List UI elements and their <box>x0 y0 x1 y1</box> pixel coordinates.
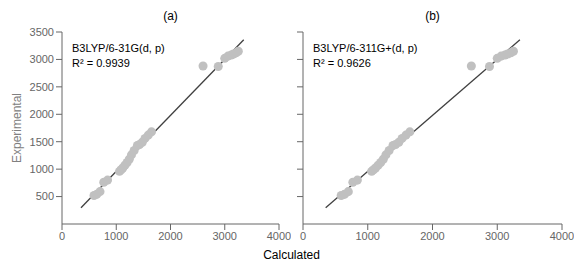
svg-text:2000: 2000 <box>158 230 182 242</box>
svg-text:0: 0 <box>59 230 65 242</box>
svg-text:3500: 3500 <box>30 26 54 38</box>
svg-text:2000: 2000 <box>420 230 444 242</box>
html-text:(b): (b) <box>425 9 440 23</box>
svg-text:4000: 4000 <box>267 230 291 242</box>
svg-text:4000: 4000 <box>550 230 574 242</box>
html-text:R² = 0.9626: R² = 0.9626 <box>313 57 371 69</box>
html-text:B3LYP/6-31G(d, p): B3LYP/6-31G(d, p) <box>72 42 165 54</box>
svg-text:2500: 2500 <box>30 81 54 93</box>
svg-text:1000: 1000 <box>30 163 54 175</box>
svg-text:Experimental: Experimental <box>10 93 24 163</box>
svg-text:1000: 1000 <box>104 230 128 242</box>
svg-text:500: 500 <box>36 190 54 202</box>
svg-text:2000: 2000 <box>30 108 54 120</box>
svg-text:1000: 1000 <box>356 230 380 242</box>
html-text:Calculated: Calculated <box>263 248 320 262</box>
svg-text:3000: 3000 <box>213 230 237 242</box>
svg-text:1500: 1500 <box>30 136 54 148</box>
svg-text:0: 0 <box>300 230 306 242</box>
svg-text:3000: 3000 <box>485 230 509 242</box>
html-text:B3LYP/6-311G+(d, p): B3LYP/6-311G+(d, p) <box>313 42 418 54</box>
html-text:R² = 0.9939: R² = 0.9939 <box>72 57 130 69</box>
html-text:(a): (a) <box>163 9 178 23</box>
svg-text:3000: 3000 <box>30 53 54 65</box>
